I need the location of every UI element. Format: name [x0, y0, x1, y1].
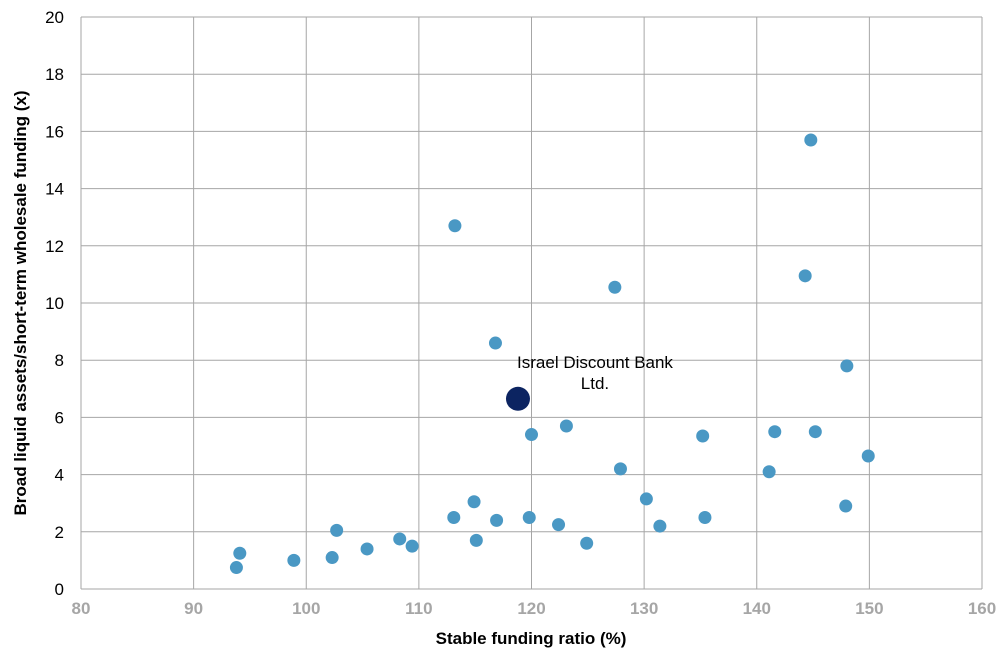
peer-bank-point	[698, 511, 712, 524]
y-tick-label: 4	[55, 466, 64, 485]
y-tick-label: 16	[45, 122, 64, 141]
y-tick-label: 2	[55, 523, 64, 542]
y-tick-label: 0	[55, 580, 64, 599]
y-tick-label: 20	[45, 8, 64, 27]
peer-bank-point	[552, 518, 566, 532]
x-tick-label: 90	[184, 599, 203, 618]
x-tick-label: 150	[855, 599, 883, 618]
peer-bank-point	[233, 546, 247, 560]
peer-bank-point	[804, 133, 818, 147]
peer-bank-point	[393, 532, 407, 546]
peer-bank-point	[613, 462, 627, 476]
highlight-annotation-line: Ltd.	[581, 374, 609, 393]
peer-bank-point	[522, 511, 536, 524]
peer-bank-point	[653, 519, 667, 533]
x-axis-title: Stable funding ratio (%)	[436, 629, 627, 648]
y-axis-title: Broad liquid assets/short-term wholesale…	[11, 90, 30, 515]
peer-bank-point	[467, 495, 481, 509]
peer-bank-point	[287, 553, 301, 567]
peer-bank-point	[808, 425, 822, 439]
x-tick-label: 100	[292, 599, 320, 618]
peer-bank-point	[798, 269, 812, 283]
highlighted-bank-point	[505, 386, 530, 411]
peer-bank-point	[405, 539, 419, 553]
peer-bank-point	[490, 513, 504, 527]
x-tick-label: 80	[72, 599, 91, 618]
peer-bank-point	[639, 492, 653, 506]
peer-bank-point	[469, 533, 483, 547]
x-tick-label: 160	[968, 599, 996, 618]
peer-bank-point	[696, 429, 710, 443]
peer-bank-point	[559, 419, 573, 433]
peer-bank-point	[768, 425, 782, 439]
x-tick-label: 130	[630, 599, 658, 618]
peer-bank-point	[861, 449, 875, 463]
x-tick-label: 110	[405, 599, 432, 618]
peer-bank-point	[325, 551, 339, 565]
peer-bank-point	[229, 561, 243, 575]
peer-bank-point	[840, 359, 854, 373]
grid-lines	[80, 16, 983, 590]
x-tick-label: 120	[517, 599, 545, 618]
peer-bank-point	[330, 523, 344, 537]
peer-bank-point	[580, 536, 594, 550]
y-tick-label: 14	[45, 180, 64, 199]
peer-bank-point	[448, 219, 462, 233]
data-points	[229, 133, 875, 575]
x-axis-ticks: 80 90 100 110 120 130 140 150 160	[72, 599, 997, 618]
annotations: Israel Discount Bank Ltd.	[517, 353, 673, 393]
highlight-annotation-line: Israel Discount Bank	[517, 353, 673, 372]
peer-bank-point	[608, 280, 622, 294]
peer-bank-point	[488, 336, 502, 350]
y-axis-ticks: 0 2 4 6 8 10 12 14 16 18 20	[45, 8, 64, 599]
peer-bank-point	[525, 428, 538, 442]
y-tick-label: 18	[45, 65, 64, 84]
peer-bank-point	[360, 542, 374, 556]
x-tick-label: 140	[743, 599, 771, 618]
y-tick-label: 10	[45, 294, 64, 313]
peer-bank-point	[839, 499, 853, 513]
y-tick-label: 12	[45, 237, 64, 256]
y-tick-label: 8	[55, 351, 64, 370]
peer-bank-point	[762, 465, 776, 479]
y-tick-label: 6	[55, 408, 64, 427]
peer-bank-point	[447, 511, 461, 524]
